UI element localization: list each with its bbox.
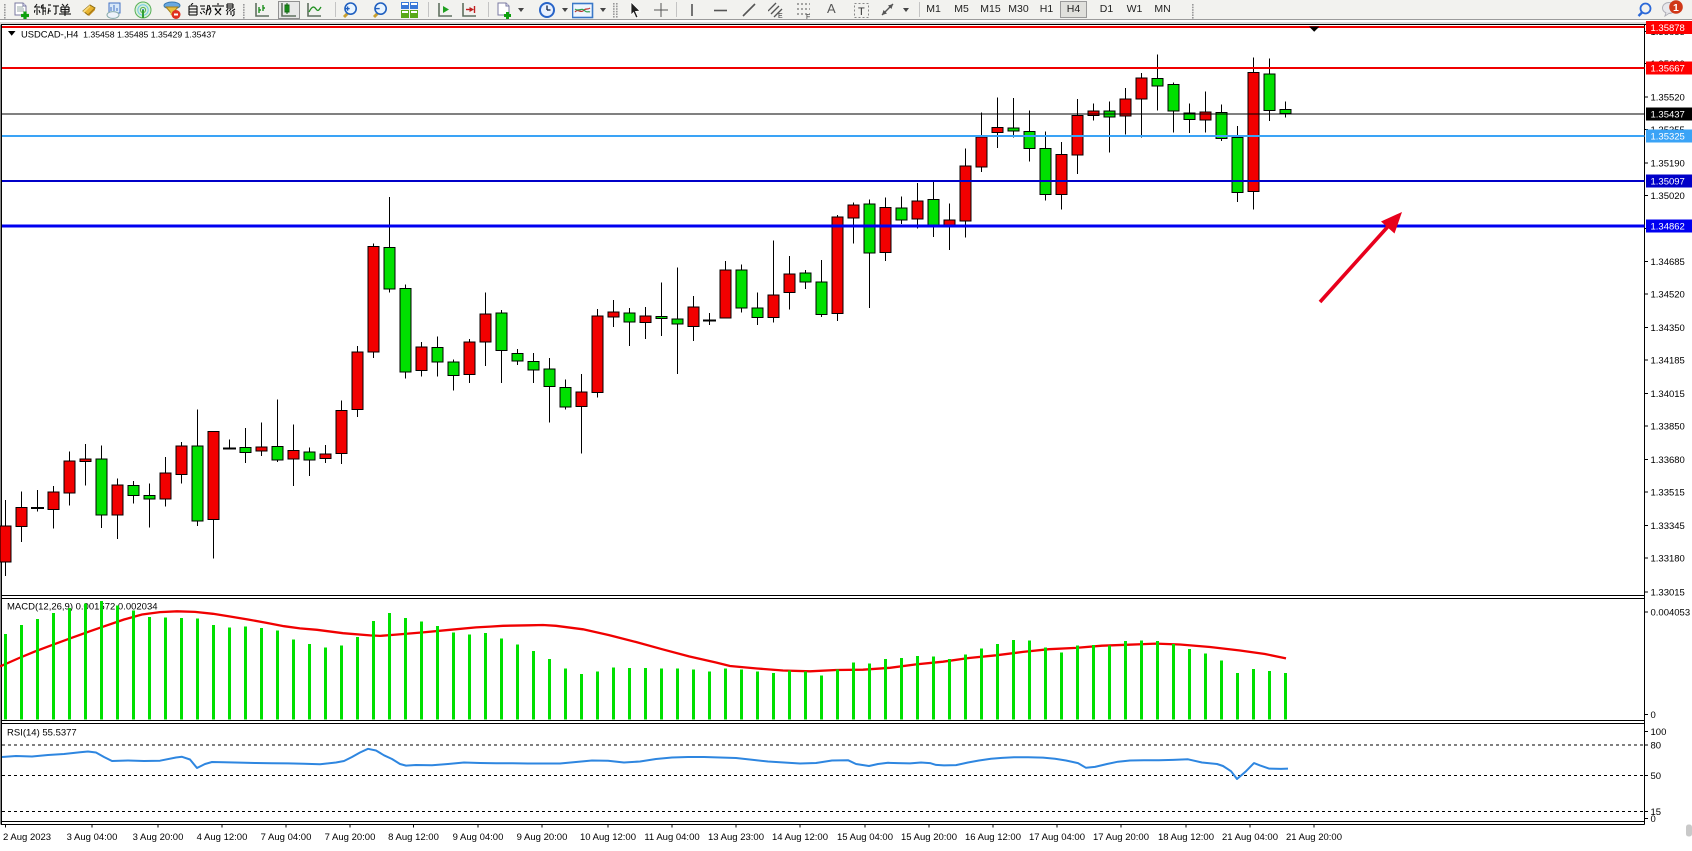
svg-text:1.34862: 1.34862 xyxy=(1651,222,1685,233)
svg-text:3 Aug 04:00: 3 Aug 04:00 xyxy=(67,832,118,843)
svg-text:1.35667: 1.35667 xyxy=(1651,64,1685,75)
svg-text:E: E xyxy=(778,13,783,19)
svg-text:7 Aug 04:00: 7 Aug 04:00 xyxy=(261,832,312,843)
svg-text:1.33680: 1.33680 xyxy=(1651,455,1685,466)
svg-text:14 Aug 12:00: 14 Aug 12:00 xyxy=(772,832,828,843)
svg-text:1: 1 xyxy=(1673,2,1679,14)
svg-text:100: 100 xyxy=(1651,727,1667,738)
svg-text:USDCAD-,H4 1.35458 1.35485 1.: USDCAD-,H4 1.35458 1.35485 1.35429 1.354… xyxy=(21,28,216,39)
svg-text:15: 15 xyxy=(1651,807,1662,818)
svg-text:2 Aug 2023: 2 Aug 2023 xyxy=(3,832,51,843)
svg-text:9 Aug 04:00: 9 Aug 04:00 xyxy=(453,832,504,843)
svg-text:1.35190: 1.35190 xyxy=(1651,159,1685,170)
svg-text:1.34685: 1.34685 xyxy=(1651,257,1685,268)
svg-text:1.35437: 1.35437 xyxy=(1651,110,1685,121)
svg-text:9 Aug 20:00: 9 Aug 20:00 xyxy=(517,832,568,843)
svg-text:15 Aug 04:00: 15 Aug 04:00 xyxy=(837,832,893,843)
svg-text:F: F xyxy=(806,14,810,19)
svg-text:1.34520: 1.34520 xyxy=(1651,290,1685,301)
svg-text:11 Aug 04:00: 11 Aug 04:00 xyxy=(644,832,699,843)
svg-text:8 Aug 12:00: 8 Aug 12:00 xyxy=(388,832,439,843)
svg-text:50: 50 xyxy=(1651,771,1662,782)
svg-text:10 Aug 12:00: 10 Aug 12:00 xyxy=(580,832,636,843)
svg-text:1.33850: 1.33850 xyxy=(1651,422,1685,433)
svg-text:16 Aug 12:00: 16 Aug 12:00 xyxy=(965,832,1021,843)
svg-text:RSI(14) 55.5377: RSI(14) 55.5377 xyxy=(7,728,77,739)
svg-text:1.34185: 1.34185 xyxy=(1651,356,1685,367)
svg-text:1.34015: 1.34015 xyxy=(1651,389,1685,400)
svg-text:18 Aug 12:00: 18 Aug 12:00 xyxy=(1158,832,1214,843)
svg-text:MACD(12,26,9) 0.001572 0.00203: MACD(12,26,9) 0.001572 0.002034 xyxy=(7,602,158,613)
svg-text:0: 0 xyxy=(1651,814,1656,825)
svg-text:13 Aug 23:00: 13 Aug 23:00 xyxy=(708,832,764,843)
svg-text:1.35520: 1.35520 xyxy=(1651,93,1685,104)
svg-text:1.33015: 1.33015 xyxy=(1651,588,1685,599)
svg-text:17 Aug 04:00: 17 Aug 04:00 xyxy=(1029,832,1085,843)
svg-text:17 Aug 20:00: 17 Aug 20:00 xyxy=(1093,832,1149,843)
svg-text:3 Aug 20:00: 3 Aug 20:00 xyxy=(133,832,184,843)
svg-text:1.33515: 1.33515 xyxy=(1651,488,1685,499)
svg-text:1.34350: 1.34350 xyxy=(1651,323,1685,334)
svg-text:1.35878: 1.35878 xyxy=(1651,23,1685,34)
svg-text:1.33345: 1.33345 xyxy=(1651,521,1685,532)
svg-text:80: 80 xyxy=(1651,741,1662,752)
svg-text:0.004053: 0.004053 xyxy=(1651,608,1691,619)
svg-text:0: 0 xyxy=(1651,710,1656,721)
svg-text:21 Aug 20:00: 21 Aug 20:00 xyxy=(1286,832,1342,843)
svg-text:15 Aug 20:00: 15 Aug 20:00 xyxy=(901,832,957,843)
svg-text:1.35020: 1.35020 xyxy=(1651,191,1685,202)
svg-text:1.33180: 1.33180 xyxy=(1651,554,1685,565)
svg-text:7 Aug 20:00: 7 Aug 20:00 xyxy=(325,832,376,843)
svg-text:4 Aug 12:00: 4 Aug 12:00 xyxy=(197,832,248,843)
svg-text:1.35325: 1.35325 xyxy=(1651,132,1685,143)
svg-text:T: T xyxy=(858,6,865,18)
svg-text:1.35097: 1.35097 xyxy=(1651,177,1685,188)
svg-text:21 Aug 04:00: 21 Aug 04:00 xyxy=(1222,832,1278,843)
